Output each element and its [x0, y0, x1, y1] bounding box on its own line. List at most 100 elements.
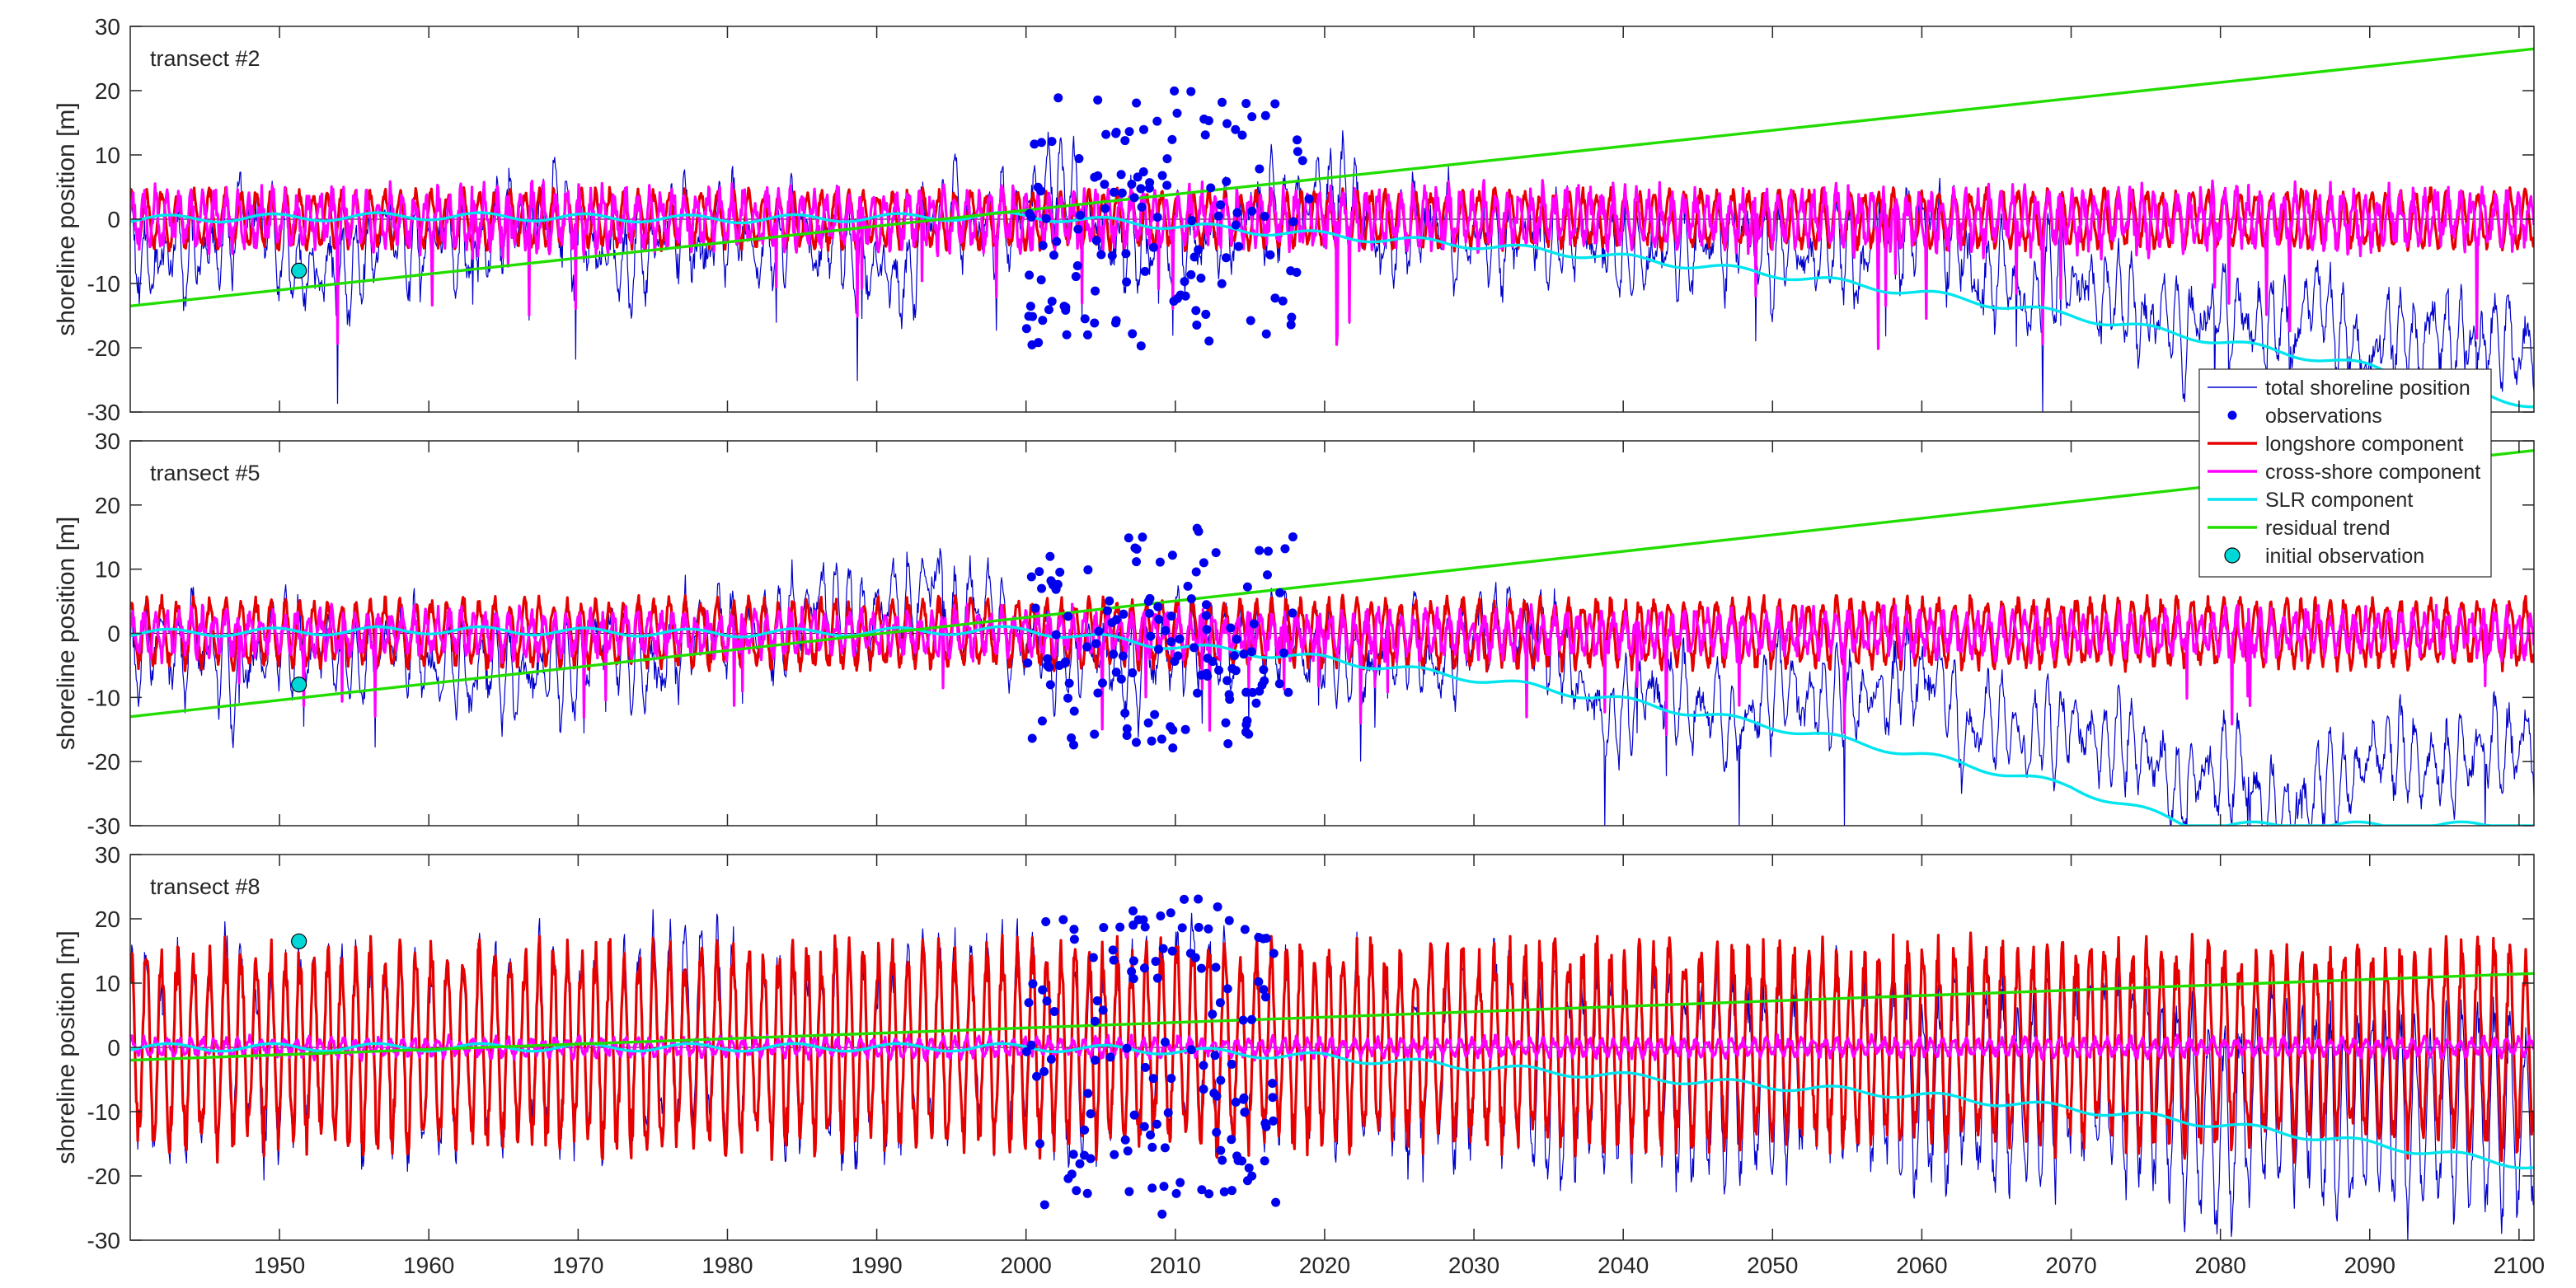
observation-point [1052, 237, 1062, 246]
x-tick-label: 1980 [701, 1253, 753, 1278]
observation-point [1122, 1043, 1132, 1053]
x-tick-label: 2100 [2494, 1253, 2545, 1278]
observation-point [1217, 279, 1227, 288]
y-tick-label: -20 [87, 1164, 120, 1189]
initial-observation-marker [291, 933, 307, 949]
observation-point [1204, 924, 1213, 934]
observation-point [1132, 98, 1142, 108]
observation-point [1271, 1197, 1281, 1207]
observation-point [1255, 164, 1265, 174]
observation-point [1111, 667, 1121, 677]
observation-point [1186, 1045, 1196, 1055]
observation-point [1140, 922, 1150, 932]
panel-label: transect #8 [150, 874, 260, 899]
panel-label: transect #5 [150, 461, 260, 485]
y-tick-label: 10 [95, 971, 120, 996]
observation-point [1146, 1130, 1156, 1140]
observation-point [1226, 623, 1236, 633]
observation-point [1093, 688, 1103, 698]
legend-item-observations: observations [2227, 405, 2382, 428]
observation-point [1213, 211, 1223, 221]
x-tick-label: 1960 [403, 1253, 454, 1278]
observation-point [1221, 253, 1231, 263]
observation-point [1168, 725, 1178, 735]
y-tick-label: 10 [95, 557, 120, 583]
observation-point [1138, 166, 1148, 176]
observation-point [1186, 87, 1196, 96]
observation-point [1260, 110, 1270, 120]
observation-point [1128, 920, 1138, 930]
observation-point [1241, 99, 1251, 109]
observation-point [1150, 710, 1160, 719]
observation-point [1116, 674, 1126, 684]
y-tick-label: -30 [87, 1228, 120, 1253]
legend-marker [2227, 410, 2237, 420]
observation-point [1152, 213, 1162, 222]
observation-point [1067, 1169, 1077, 1179]
observation-point [1224, 916, 1234, 925]
observation-point [1254, 977, 1264, 986]
y-tick-label: 20 [95, 493, 120, 518]
residual-trend-series [130, 972, 2534, 1062]
residual-trend-series [130, 448, 2534, 719]
observation-point [1172, 108, 1182, 118]
observation-point [1255, 546, 1265, 555]
observation-point [1234, 241, 1244, 251]
observation-point [1270, 293, 1280, 303]
observation-point [1166, 908, 1175, 918]
observation-point [1067, 733, 1077, 743]
panel-1: -30 -20 -10 0 10 20 30 shoreline position [m] tr… [53, 14, 2535, 425]
observation-point [1026, 212, 1036, 222]
observation-point [1222, 984, 1232, 994]
observation-point [1023, 658, 1033, 668]
observation-point [1127, 179, 1137, 189]
observation-point [1249, 619, 1259, 629]
observation-point [1268, 1079, 1278, 1089]
observation-point [1148, 242, 1158, 252]
legend-item-longshore: longshore component [2208, 433, 2463, 456]
observation-point [1255, 686, 1265, 696]
observation-point [1154, 644, 1164, 654]
observation-point [1091, 286, 1100, 296]
observation-point [1083, 1089, 1093, 1098]
observation-point [1044, 305, 1053, 315]
y-tick-label: 0 [107, 1035, 120, 1061]
observation-point [1242, 582, 1252, 592]
observation-point [1261, 329, 1271, 339]
crossshore-series [130, 602, 2534, 737]
observation-point [1122, 277, 1132, 287]
chart-legend: total shoreline position observations long… [2198, 368, 2492, 578]
observation-point [1260, 1118, 1270, 1128]
observation-point [1069, 925, 1079, 934]
observation-point [1102, 606, 1112, 616]
observation-point [1275, 588, 1285, 597]
observation-point [1231, 124, 1241, 134]
observation-point [1122, 730, 1132, 740]
legend-item-initial: initial observation [2224, 545, 2424, 568]
observation-point [1225, 695, 1235, 705]
observation-point [1177, 923, 1187, 933]
observation-point [1197, 1185, 1207, 1195]
y-tick-label: -10 [87, 271, 120, 297]
observation-point [1138, 124, 1148, 134]
observation-point [1072, 1186, 1082, 1196]
observation-point [1288, 608, 1297, 618]
observation-point [1076, 210, 1086, 220]
observation-point [1194, 894, 1204, 904]
observation-point [1049, 1007, 1059, 1017]
observation-point [1180, 277, 1189, 287]
observation-point [1072, 261, 1082, 271]
observation-point [1259, 985, 1269, 995]
observation-point [1160, 1143, 1170, 1153]
observation-point [1109, 187, 1119, 197]
observation-point [1246, 316, 1255, 326]
plot-area [130, 47, 2534, 412]
observation-point [1280, 544, 1290, 554]
observation-point [1143, 597, 1153, 607]
observation-point [1038, 241, 1048, 251]
observation-point [1152, 973, 1162, 983]
observation-point [1090, 1016, 1100, 1026]
observation-point [1071, 272, 1081, 282]
observation-point [1251, 698, 1261, 708]
y-tick-label: -30 [87, 813, 120, 839]
